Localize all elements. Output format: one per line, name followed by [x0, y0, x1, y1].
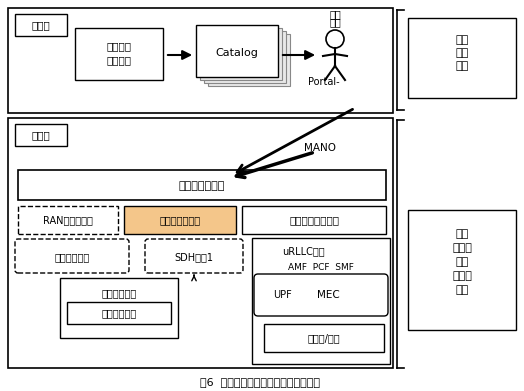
Text: 行业: 行业 — [329, 9, 341, 19]
Text: 运行态: 运行态 — [31, 130, 50, 140]
Bar — [75, 28, 163, 80]
Bar — [60, 278, 178, 338]
Text: SDH板卡1: SDH板卡1 — [174, 252, 213, 262]
Text: 切片: 切片 — [455, 35, 468, 45]
Bar — [204, 31, 286, 83]
Bar — [264, 284, 302, 306]
Bar — [15, 14, 67, 36]
Bar — [18, 170, 386, 200]
Text: 精准负荷控制: 精准负荷控制 — [101, 308, 137, 318]
Bar — [124, 206, 236, 234]
Text: 管理: 管理 — [455, 48, 468, 58]
Bar — [252, 238, 390, 364]
Bar — [200, 28, 282, 80]
Bar — [264, 324, 384, 352]
FancyBboxPatch shape — [254, 274, 388, 316]
Text: RAN切片管理器: RAN切片管理器 — [43, 215, 93, 225]
Text: 切片业务: 切片业务 — [106, 41, 132, 51]
Bar — [196, 25, 278, 77]
Text: AMF  PCF  SMF: AMF PCF SMF — [288, 264, 354, 273]
Text: 设计态: 设计态 — [31, 20, 50, 30]
Text: Catalog: Catalog — [215, 48, 258, 58]
Text: 切片: 切片 — [455, 229, 468, 239]
Bar — [208, 34, 290, 86]
FancyBboxPatch shape — [15, 239, 129, 273]
FancyBboxPatch shape — [145, 239, 243, 273]
Text: 电力通信终端: 电力通信终端 — [101, 288, 137, 298]
Text: Portal-: Portal- — [308, 77, 340, 87]
Bar — [8, 118, 393, 368]
Text: 架构: 架构 — [455, 61, 468, 71]
Bar — [8, 8, 393, 113]
Text: 用户: 用户 — [329, 17, 341, 27]
Bar — [242, 206, 386, 234]
Text: 模板设计: 模板设计 — [106, 55, 132, 65]
Circle shape — [326, 30, 344, 48]
Text: uRLLC切片: uRLLC切片 — [282, 246, 325, 256]
Text: 架构: 架构 — [455, 285, 468, 295]
Text: 编排、: 编排、 — [452, 243, 472, 253]
Text: 和选择: 和选择 — [452, 271, 472, 281]
Bar — [18, 206, 118, 234]
Text: 图6  智能电网精准符合控制实现示意图: 图6 智能电网精准符合控制实现示意图 — [200, 377, 320, 387]
Text: 跨域切片管理器: 跨域切片管理器 — [179, 181, 225, 191]
Text: 核心网切片管理器: 核心网切片管理器 — [289, 215, 339, 225]
Text: 接入: 接入 — [455, 257, 468, 267]
Text: 精准负荷切片: 精准负荷切片 — [54, 252, 90, 262]
Text: 配电主/子站: 配电主/子站 — [308, 333, 340, 343]
Bar — [67, 302, 171, 324]
Bar — [15, 124, 67, 146]
Text: 传输切片管理器: 传输切片管理器 — [159, 215, 201, 225]
Bar — [408, 18, 516, 98]
Text: MEC: MEC — [316, 290, 340, 300]
Text: UPF: UPF — [274, 290, 292, 300]
Bar — [408, 210, 516, 330]
Text: MANO: MANO — [304, 143, 336, 153]
